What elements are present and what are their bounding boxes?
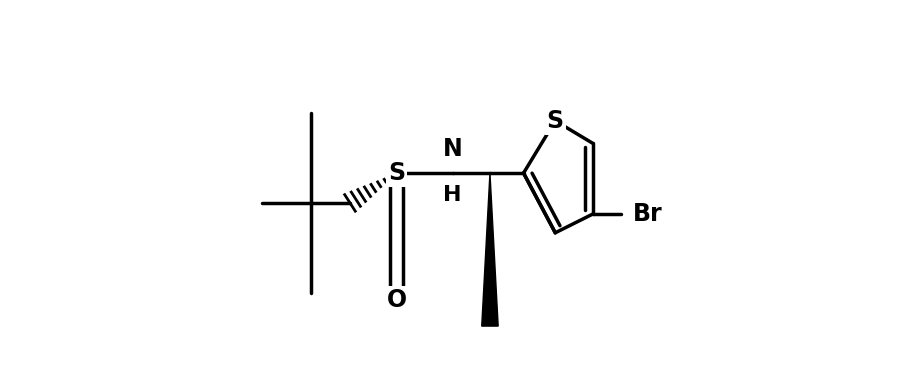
Text: H: H <box>444 185 462 205</box>
Text: S: S <box>546 109 564 133</box>
Text: O: O <box>386 288 406 312</box>
Text: N: N <box>443 137 463 161</box>
Text: Br: Br <box>633 202 662 226</box>
Text: S: S <box>388 161 405 185</box>
Polygon shape <box>482 173 498 326</box>
